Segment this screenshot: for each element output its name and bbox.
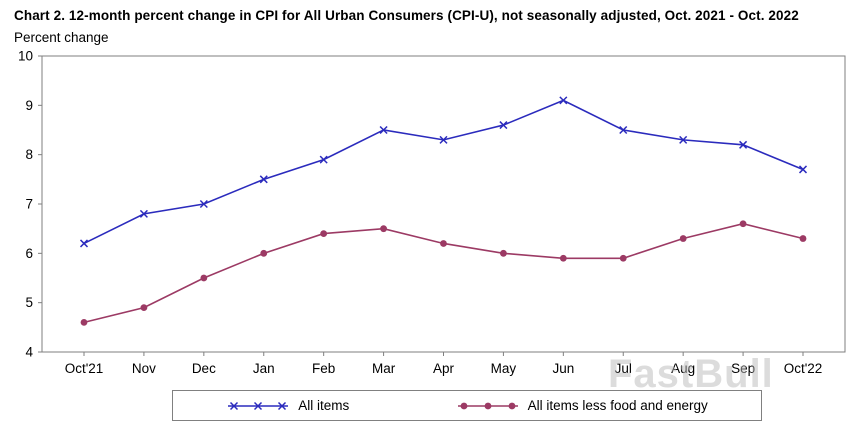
- all-items-line-sample-icon: [228, 401, 289, 410]
- chart-title: Chart 2. 12-month percent change in CPI …: [14, 8, 799, 23]
- svg-text:4: 4: [25, 345, 33, 360]
- svg-text:Feb: Feb: [312, 361, 335, 376]
- svg-text:Oct'22: Oct'22: [784, 361, 823, 376]
- svg-text:Apr: Apr: [433, 361, 455, 376]
- svg-text:Sep: Sep: [731, 361, 755, 376]
- y-axis-caption: Percent change: [14, 30, 109, 45]
- svg-text:Aug: Aug: [671, 361, 695, 376]
- svg-text:7: 7: [25, 197, 33, 212]
- svg-text:5: 5: [25, 295, 33, 310]
- svg-text:8: 8: [25, 147, 33, 162]
- svg-text:Jul: Jul: [615, 361, 632, 376]
- svg-text:May: May: [491, 361, 517, 376]
- svg-text:Mar: Mar: [372, 361, 396, 376]
- legend-label-core: All items less food and energy: [527, 398, 708, 413]
- svg-text:Oct'21: Oct'21: [65, 361, 104, 376]
- svg-text:Jan: Jan: [253, 361, 275, 376]
- svg-text:Dec: Dec: [192, 361, 216, 376]
- core-line-sample-icon: [457, 402, 518, 409]
- legend-label-all-items: All items: [298, 398, 350, 413]
- svg-text:9: 9: [25, 98, 33, 113]
- chart-legend: All items All items less food and energy: [172, 390, 762, 421]
- svg-text:Jun: Jun: [552, 361, 574, 376]
- svg-text:6: 6: [25, 246, 33, 261]
- legend-item-all-items: All items: [226, 398, 349, 413]
- cpi-line-chart: 4 5 6 7 8 9 10 Oct'21 Nov Dec Jan Feb Mar Apr May Jun Ju…: [18, 49, 846, 376]
- svg-text:Nov: Nov: [132, 361, 156, 376]
- svg-text:10: 10: [18, 49, 33, 64]
- legend-item-core: All items less food and energy: [456, 398, 708, 413]
